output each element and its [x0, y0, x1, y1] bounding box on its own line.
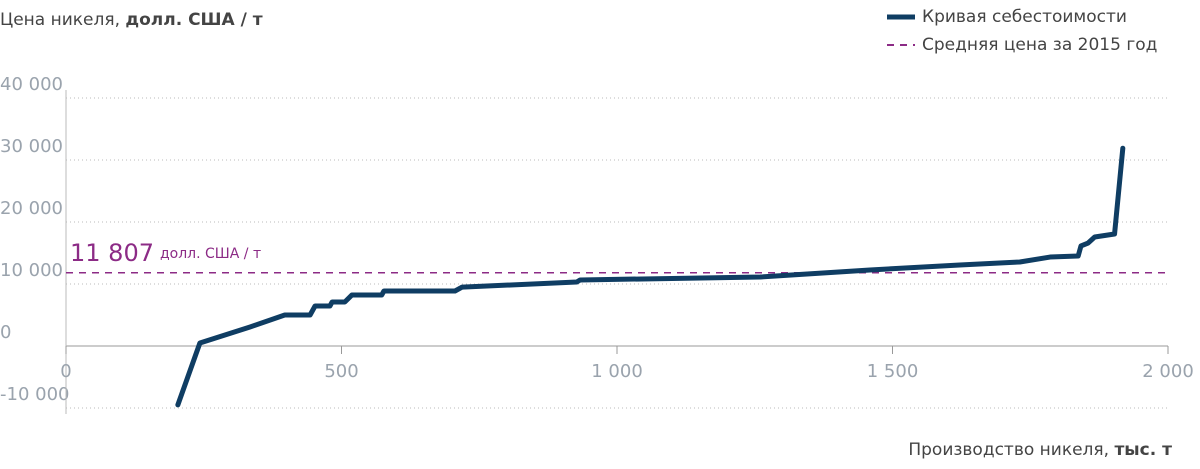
x-axis-title: Производство никеля, тыс. т: [908, 440, 1172, 460]
x-tick-label: 1 000: [591, 361, 643, 382]
x-label: Производство никеля,: [908, 440, 1109, 460]
y-tick-label: 0: [0, 322, 11, 343]
reference-label: 11 807 долл. США / т: [70, 239, 261, 267]
y-tick-label: 30 000: [0, 136, 63, 157]
legend-label: Средняя цена за 2015 год: [922, 35, 1157, 55]
x-tick-label: 2 000: [1142, 361, 1194, 382]
x-tick-label: 500: [324, 361, 358, 382]
reference-value: 11 807: [70, 239, 154, 267]
y-tick-label: 40 000: [0, 74, 63, 95]
y-label-unit: долл. США / т: [125, 10, 262, 30]
x-tick-label: 0: [60, 361, 71, 382]
y-tick-label: 10 000: [0, 260, 63, 281]
y-label: Цена никеля,: [0, 10, 120, 30]
y-tick-label: 20 000: [0, 198, 63, 219]
x-tick-label: 1 500: [867, 361, 919, 382]
x-label-unit: тыс. т: [1114, 440, 1172, 460]
y-tick-label: -10 000: [0, 384, 69, 405]
y-axis-title: Цена никеля, долл. США / т: [0, 10, 263, 30]
legend-label: Кривая себестоимости: [922, 7, 1127, 27]
cost-curve: [175, 145, 1126, 408]
reference-unit: долл. США / т: [160, 246, 261, 262]
